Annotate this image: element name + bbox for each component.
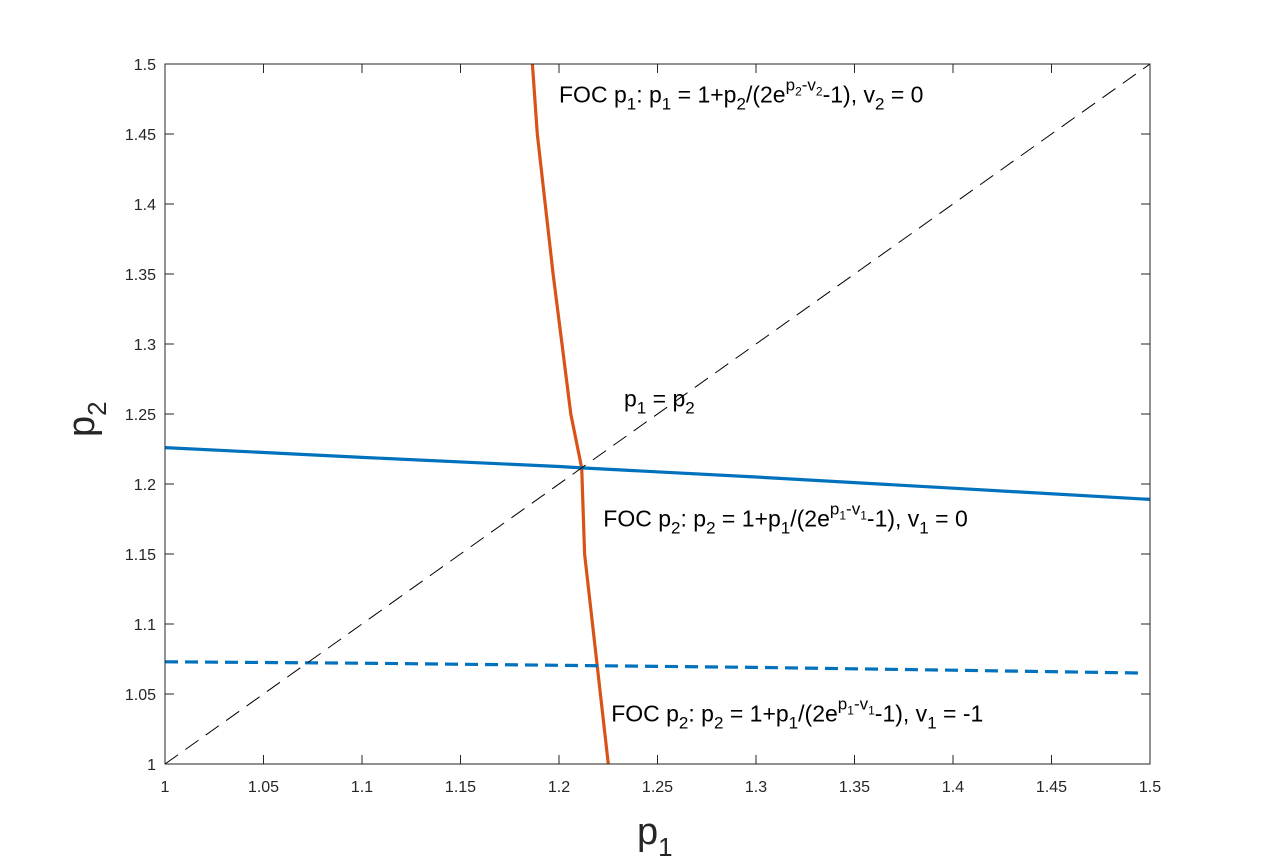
annotation-foc-p2a-sub-1: 2 bbox=[671, 519, 680, 538]
annotation-foc-p1-text-2: : p bbox=[636, 82, 662, 108]
annotation-foc-p2b-sub-1: 2 bbox=[679, 713, 688, 732]
y-tick-label: 1.4 bbox=[134, 197, 156, 214]
y-axis-label: p2 bbox=[61, 401, 112, 437]
annotation-foc-p2-v1-minus1: FOC p2: p2 = 1+p1/(2ep1-v1-1), v1 = -1 bbox=[611, 694, 983, 732]
annotation-foc-p2a-text-3: = 1+p bbox=[716, 506, 781, 532]
y-tick-label: 1.2 bbox=[134, 477, 156, 494]
annotation-foc-p1-sub-3: 2 bbox=[736, 95, 745, 114]
annotation-foc-p1-supsub-1: 2 bbox=[795, 85, 802, 99]
annotation-foc-p1-sup-2: -v bbox=[802, 76, 817, 95]
x-tick-label: 1.3 bbox=[745, 779, 767, 796]
annotation-foc-p2a-text-2: : p bbox=[681, 506, 707, 532]
annotation-foc-p1-text-3: = 1+p bbox=[671, 82, 736, 108]
annotation-diagonal: p1 = p2 bbox=[624, 385, 695, 417]
y-axis-label-main: p bbox=[61, 416, 103, 437]
annotation-diagonal-sub-2: 2 bbox=[685, 398, 694, 417]
x-tick-label: 1.15 bbox=[445, 779, 476, 796]
y-tick-label: 1.35 bbox=[125, 267, 156, 284]
series-line-4 bbox=[164, 63, 1151, 765]
annotation-foc-p2a-text-4: /(2e bbox=[790, 506, 830, 532]
series-line-3 bbox=[164, 660, 1141, 675]
y-tick-label: 1.1 bbox=[134, 617, 156, 634]
annotation-foc-p2b-sup-2: -v bbox=[854, 694, 869, 713]
series-layer bbox=[164, 63, 1151, 765]
x-tick-label: 1.4 bbox=[942, 779, 964, 796]
annotation-foc-p2b-sub-2: 2 bbox=[714, 713, 723, 732]
annotation-foc-p1-supsub-2: 2 bbox=[816, 85, 823, 99]
y-tick-label: 1.15 bbox=[125, 547, 156, 564]
annotation-diagonal-sub-1: 1 bbox=[637, 398, 646, 417]
x-tick-label: 1.35 bbox=[839, 779, 870, 796]
x-tick-label: 1.5 bbox=[1139, 779, 1161, 796]
x-axis-label-main: p bbox=[637, 811, 658, 853]
x-axis-label: p1 bbox=[637, 811, 673, 858]
annotation-foc-p1-text-4: /(2e bbox=[746, 82, 786, 108]
y-axis-label-sub: 2 bbox=[82, 401, 112, 415]
annotation-foc-p2a-sup-2: -v bbox=[846, 500, 861, 519]
annotation-foc-p2a-supsub-2: 1 bbox=[860, 509, 867, 523]
annotation-foc-p2b-text-3: = 1+p bbox=[723, 700, 788, 726]
annotation-foc-p2b-sub-4: 1 bbox=[927, 713, 936, 732]
annotation-foc-p2a-text-5: -1), v bbox=[867, 506, 920, 532]
annotation-foc-p2-v1-0: FOC p2: p2 = 1+p1/(2ep1-v1-1), v1 = 0 bbox=[603, 500, 967, 538]
y-tick-label: 1 bbox=[147, 757, 156, 774]
annotation-foc-p2b-supsub-2: 1 bbox=[868, 703, 875, 717]
y-tick-label: 1.05 bbox=[125, 687, 156, 704]
x-tick-label: 1.2 bbox=[548, 779, 570, 796]
annotation-foc-p2a-text-6: = 0 bbox=[929, 506, 968, 532]
annotation-foc-p2a-sub-4: 1 bbox=[919, 519, 928, 538]
annotation-diagonal-text-1: p bbox=[624, 385, 637, 411]
annotation-foc-p2b-text-6: = -1 bbox=[937, 700, 984, 726]
annotation-foc-p1-sup-1: p bbox=[786, 76, 795, 95]
tick-layer: 1 1.05 1.1 1.15 1.2 1.25 1.3 1.35 1.4 1.45 1.5 1 1.0… bbox=[125, 57, 1161, 796]
annotation-foc-p2b-sub-3: 1 bbox=[789, 713, 798, 732]
annotation-foc-p2b-text-1: FOC p bbox=[611, 700, 679, 726]
annotation-foc-p2b-text-5: -1), v bbox=[875, 700, 928, 726]
annotation-foc-p2b-supsub-1: 1 bbox=[847, 703, 854, 717]
annotation-foc-p2a-sub-2: 2 bbox=[706, 519, 715, 538]
y-tick-label: 1.3 bbox=[134, 337, 156, 354]
x-axis-label-sub: 1 bbox=[658, 832, 672, 858]
annotation-foc-p2a-supsub-1: 1 bbox=[839, 509, 846, 523]
annotation-foc-p1-text-1: FOC p bbox=[559, 82, 627, 108]
x-tick-label: 1.05 bbox=[248, 779, 279, 796]
y-tick-label: 1.25 bbox=[125, 407, 156, 424]
annotation-foc-p1-text-5: -1), v bbox=[823, 82, 876, 108]
y-tick-label: 1.5 bbox=[134, 57, 156, 74]
annotation-foc-p2a-sup-1: p bbox=[830, 500, 839, 519]
x-tick-label: 1.25 bbox=[642, 779, 673, 796]
x-tick-label: 1.1 bbox=[351, 779, 373, 796]
annotation-foc-p1: FOC p1: p1 = 1+p2/(2ep2-v2-1), v2 = 0 bbox=[559, 76, 923, 114]
series-line-1 bbox=[530, 63, 610, 765]
annotation-foc-p2b-text-4: /(2e bbox=[798, 700, 838, 726]
annotation-foc-p2a-sub-3: 1 bbox=[781, 519, 790, 538]
annotation-foc-p2b-sup-1: p bbox=[838, 694, 847, 713]
annotation-foc-p1-sub-1: 1 bbox=[627, 95, 636, 114]
annotation-foc-p1-text-6: = 0 bbox=[884, 82, 923, 108]
annotation-foc-p2b-text-2: : p bbox=[688, 700, 714, 726]
annotation-diagonal-text-2: = p bbox=[646, 385, 685, 411]
y-tick-label: 1.45 bbox=[125, 127, 156, 144]
annotation-foc-p2a-text-1: FOC p bbox=[603, 506, 671, 532]
x-tick-label: 1.45 bbox=[1036, 779, 1067, 796]
annotation-foc-p1-sub-4: 2 bbox=[875, 95, 884, 114]
x-tick-label: 1 bbox=[161, 779, 170, 796]
annotation-foc-p1-sub-2: 1 bbox=[662, 95, 671, 114]
